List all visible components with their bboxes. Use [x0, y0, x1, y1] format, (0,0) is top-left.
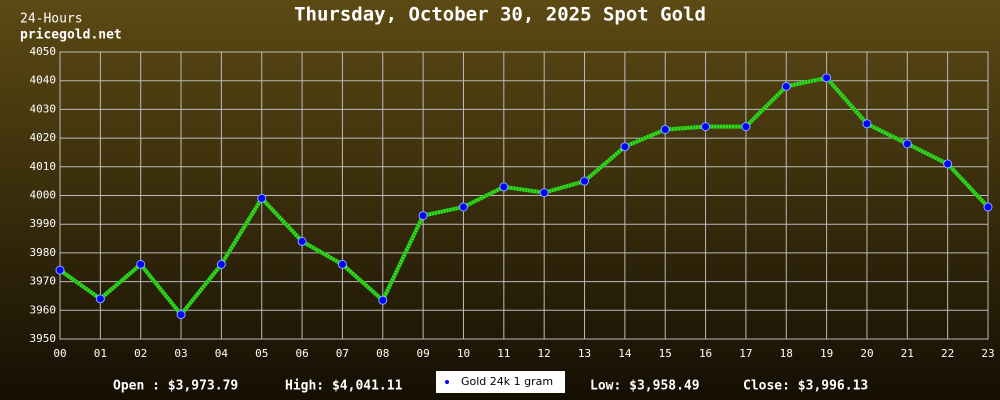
y-tick-label: 4030 [30, 102, 57, 115]
point [176, 310, 186, 320]
x-tick-label: 07 [336, 347, 349, 360]
x-tick-label: 20 [860, 347, 873, 360]
point [741, 122, 751, 132]
y-tick-label: 3990 [30, 217, 57, 230]
x-tick-label: 12 [538, 347, 551, 360]
point [297, 236, 307, 246]
x-tick-label: 15 [659, 347, 672, 360]
x-tick-label: 23 [981, 347, 994, 360]
legend-box [436, 371, 565, 393]
line-texture [58, 75, 990, 318]
point [660, 124, 670, 134]
point [418, 211, 428, 221]
x-tick-label: 16 [699, 347, 712, 360]
x-tick-label: 21 [901, 347, 914, 360]
x-tick-label: 11 [497, 347, 510, 360]
point [902, 139, 912, 149]
x-tick-label: 02 [134, 347, 147, 360]
x-tick-label: 03 [174, 347, 187, 360]
x-tick-label: 04 [215, 347, 229, 360]
point [539, 188, 549, 198]
x-tick-label: 13 [578, 347, 591, 360]
point [580, 176, 590, 186]
y-tick-label: 3960 [30, 303, 57, 316]
point [499, 182, 509, 192]
point [983, 202, 993, 212]
x-tick-label: 22 [941, 347, 954, 360]
x-tick-label: 05 [255, 347, 268, 360]
point [822, 73, 832, 83]
point [378, 295, 388, 305]
point [701, 122, 711, 132]
point [337, 259, 347, 269]
stat-label: Low: $3,958.49 [590, 379, 700, 394]
point [458, 202, 468, 212]
x-tick-label: 06 [295, 347, 308, 360]
y-tick-label: 4010 [30, 160, 57, 173]
stat-label: Close: $3,996.13 [743, 379, 868, 394]
y-tick-label: 4000 [30, 189, 57, 202]
y-tick-label: 3970 [30, 275, 57, 288]
x-tick-label: 00 [53, 347, 66, 360]
x-tick-label: 19 [820, 347, 833, 360]
point [620, 142, 630, 152]
x-tick-label: 09 [417, 347, 430, 360]
point [216, 259, 226, 269]
chart-title: Thursday, October 30, 2025 Spot Gold [294, 4, 706, 26]
period-label: 24-Hours [20, 12, 83, 27]
source-label: pricegold.net [20, 28, 122, 43]
y-tick-label: 3950 [30, 332, 57, 345]
point [257, 193, 267, 203]
legend: Gold 24k 1 gram [436, 371, 565, 393]
point [95, 294, 105, 304]
stat-label: Open : $3,973.79 [113, 379, 238, 394]
x-tick-label: 18 [780, 347, 793, 360]
legend-marker [445, 380, 449, 384]
point [55, 265, 65, 275]
x-tick-label: 17 [739, 347, 752, 360]
y-tick-label: 3980 [30, 246, 57, 259]
y-tick-label: 4050 [30, 45, 57, 58]
point [781, 81, 791, 91]
legend-label: Gold 24k 1 gram [461, 375, 553, 388]
y-tick-label: 4020 [30, 131, 57, 144]
x-tick-label: 08 [376, 347, 389, 360]
x-tick-label: 10 [457, 347, 470, 360]
point [862, 119, 872, 129]
x-tick-label: 14 [618, 347, 632, 360]
y-tick-label: 4040 [30, 74, 57, 87]
x-tick-label: 01 [94, 347, 107, 360]
point [943, 159, 953, 169]
point [136, 259, 146, 269]
stat-label: High: $4,041.11 [285, 379, 403, 394]
